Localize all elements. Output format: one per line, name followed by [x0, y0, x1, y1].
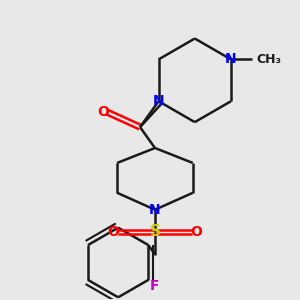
Text: O: O — [97, 105, 109, 119]
Text: N: N — [149, 203, 161, 217]
Text: O: O — [108, 225, 120, 238]
Text: F: F — [149, 279, 159, 293]
Text: N: N — [225, 52, 237, 66]
Text: N: N — [153, 94, 164, 108]
Text: O: O — [190, 225, 202, 238]
Text: CH₃: CH₃ — [256, 53, 281, 66]
Text: S: S — [149, 224, 161, 239]
